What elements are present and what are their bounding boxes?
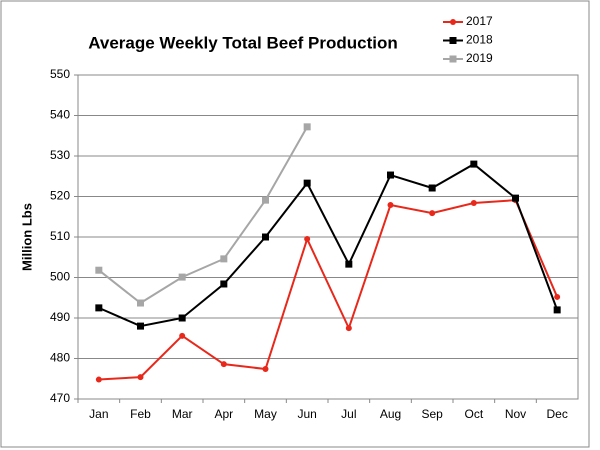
y-axis-label: Million Lbs [19, 203, 34, 271]
data-point [220, 361, 227, 368]
chart-border [0, 0, 590, 448]
data-point [303, 179, 311, 187]
data-point [137, 374, 144, 381]
x-tick-label: Jun [297, 407, 316, 421]
data-point [262, 366, 269, 373]
x-tick-label: Nov [505, 407, 526, 421]
data-point [470, 199, 477, 206]
series-line [98, 126, 309, 305]
data-point [303, 123, 311, 131]
x-tick-label: Oct [464, 407, 483, 421]
x-tick-label: Sep [421, 407, 443, 421]
data-point [95, 266, 103, 274]
data-point [262, 196, 269, 204]
y-tick-label: 510 [50, 229, 70, 243]
data-point [137, 322, 144, 330]
data-point [178, 314, 186, 322]
y-tick-label: 530 [50, 148, 70, 162]
chart-title: Average Weekly Total Beef Production [88, 33, 398, 52]
data-point [387, 202, 394, 209]
data-point [345, 260, 353, 268]
data-point [470, 160, 478, 168]
x-tick-label: Jul [341, 407, 356, 421]
legend-label: 2018 [466, 33, 493, 47]
x-tick-label: Feb [130, 407, 151, 421]
legend-label: 2017 [466, 14, 493, 28]
y-tick-label: 470 [50, 391, 70, 405]
data-point [262, 233, 269, 241]
data-point [429, 210, 436, 217]
x-tick-label: Mar [172, 407, 193, 421]
x-tick-label: Aug [380, 407, 401, 421]
data-point [179, 332, 186, 339]
data-point [137, 299, 144, 307]
data-point [304, 236, 311, 243]
y-tick-label: 550 [50, 67, 70, 81]
series-line [98, 162, 559, 328]
legend-marker [449, 37, 457, 44]
data-point [553, 306, 561, 314]
legend-label: 2019 [466, 51, 493, 65]
data-point [428, 184, 436, 192]
data-point [345, 325, 352, 332]
data-point [95, 376, 102, 383]
x-tick-label: Apr [214, 407, 233, 421]
legend-marker [449, 55, 457, 63]
data-point [554, 293, 561, 300]
data-point [178, 273, 186, 281]
y-tick-label: 540 [50, 108, 70, 122]
y-tick-label: 520 [50, 189, 70, 203]
data-point [387, 171, 394, 179]
data-point [512, 194, 519, 202]
y-tick-label: 480 [50, 351, 70, 365]
y-tick-label: 490 [50, 310, 70, 324]
data-point [220, 280, 228, 288]
series-line [98, 199, 559, 381]
data-point [220, 255, 228, 263]
x-tick-label: May [254, 407, 277, 421]
data-point [95, 304, 103, 312]
x-tick-label: Dec [546, 407, 567, 421]
legend-marker [450, 19, 456, 25]
x-tick-label: Jan [89, 407, 108, 421]
y-tick-label: 500 [50, 270, 70, 284]
